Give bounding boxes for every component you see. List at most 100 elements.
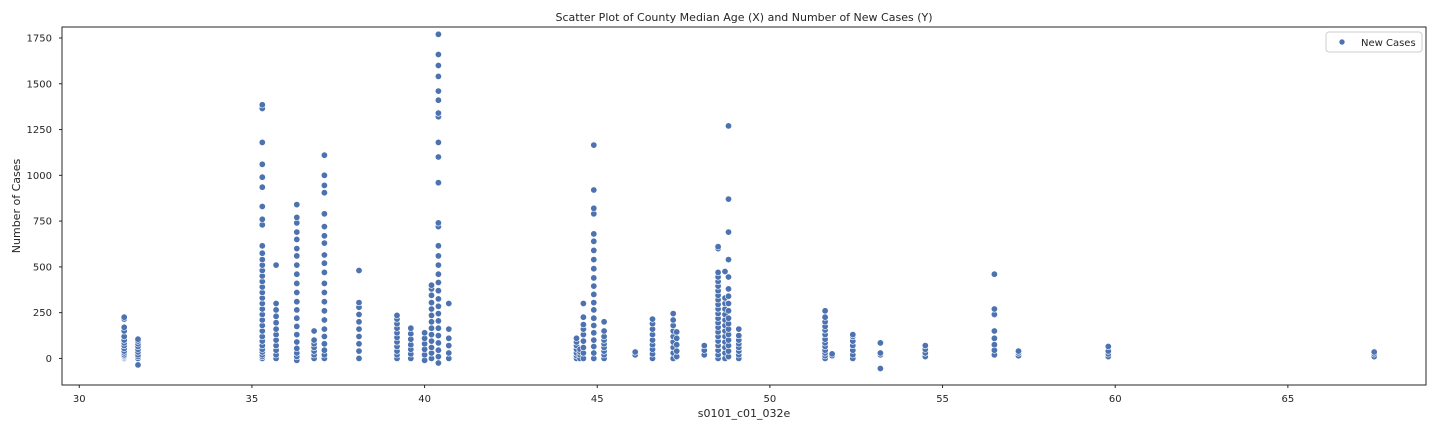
chart-title: Scatter Plot of County Median Age (X) an… <box>556 11 933 24</box>
data-point <box>310 327 318 335</box>
data-point <box>724 256 732 264</box>
legend: New Cases <box>1325 31 1423 53</box>
data-point <box>427 331 435 339</box>
data-point <box>434 317 442 325</box>
data-point <box>258 160 266 168</box>
data-point <box>293 338 301 346</box>
data-point <box>714 243 722 251</box>
data-point <box>120 323 128 331</box>
data-point <box>735 332 743 340</box>
data-point <box>434 30 442 38</box>
data-point <box>434 353 442 361</box>
data-point <box>828 350 836 358</box>
data-point <box>590 349 598 357</box>
data-point <box>434 179 442 187</box>
y-tick-label: 1000 <box>27 171 52 182</box>
data-point <box>434 96 442 104</box>
data-point <box>821 313 829 321</box>
data-point <box>724 228 732 236</box>
data-point <box>320 223 328 231</box>
data-point <box>355 299 363 307</box>
data-point <box>434 219 442 227</box>
data-point <box>590 256 598 264</box>
data-point <box>1104 342 1112 350</box>
data-point <box>272 312 280 320</box>
data-point <box>320 251 328 259</box>
data-point <box>434 295 442 303</box>
data-point <box>258 215 266 223</box>
data-point <box>355 310 363 318</box>
data-point <box>990 334 998 342</box>
data-point <box>590 230 598 238</box>
data-point <box>434 278 442 286</box>
x-tick-label: 40 <box>418 394 431 405</box>
data-point <box>293 228 301 236</box>
data-point <box>724 285 732 293</box>
data-point <box>445 299 453 307</box>
y-axis-ticks: 0 250 500 750 1000 1250 1500 1750 <box>27 33 62 365</box>
data-point <box>821 307 829 315</box>
data-point <box>320 210 328 218</box>
data-point <box>120 313 128 321</box>
data-point <box>427 299 435 307</box>
data-point <box>579 313 587 321</box>
data-point <box>293 331 301 339</box>
data-point <box>673 341 681 349</box>
data-point <box>293 314 301 322</box>
data-point <box>590 299 598 307</box>
data-point <box>590 314 598 322</box>
data-point <box>434 50 442 58</box>
data-point <box>735 325 743 333</box>
y-tick-label: 1250 <box>27 125 52 136</box>
data-point <box>590 342 598 350</box>
data-point <box>669 310 677 318</box>
data-point <box>293 322 301 330</box>
data-point <box>724 292 732 300</box>
data-point <box>355 325 363 333</box>
x-tick-label: 45 <box>591 394 604 405</box>
x-tick-label: 55 <box>936 394 949 405</box>
y-tick-label: 1750 <box>27 33 52 44</box>
data-point <box>579 343 587 351</box>
data-point <box>293 245 301 253</box>
data-point <box>320 288 328 296</box>
data-point <box>990 327 998 335</box>
data-point <box>876 349 884 357</box>
data-point <box>427 291 435 299</box>
data-point <box>724 273 732 281</box>
data-point <box>590 141 598 149</box>
data-point <box>272 261 280 269</box>
data-point <box>272 306 280 314</box>
data-point <box>320 181 328 189</box>
data-point <box>258 256 266 264</box>
data-point <box>445 334 453 342</box>
data-point <box>590 204 598 212</box>
data-point <box>434 346 442 354</box>
data-point <box>590 282 598 290</box>
data-point <box>590 274 598 282</box>
data-point <box>990 305 998 313</box>
x-tick-label: 35 <box>246 394 259 405</box>
data-point <box>355 266 363 274</box>
data-point <box>434 61 442 69</box>
data-point <box>445 349 453 357</box>
data-point <box>724 195 732 203</box>
data-point <box>407 324 415 332</box>
data-point <box>434 287 442 295</box>
data-point <box>724 307 732 315</box>
data-point <box>590 290 598 298</box>
data-point <box>355 347 363 355</box>
data-point <box>355 354 363 362</box>
y-tick-label: 0 <box>46 354 52 365</box>
x-axis-ticks: 30 35 40 45 50 55 60 65 <box>73 385 1294 405</box>
data-point <box>272 299 280 307</box>
data-point <box>434 261 442 269</box>
data-point <box>320 340 328 348</box>
legend-label: New Cases <box>1361 38 1416 49</box>
data-point <box>427 318 435 326</box>
data-point <box>876 339 884 347</box>
data-point <box>1014 347 1022 355</box>
data-point <box>258 173 266 181</box>
x-tick-label: 60 <box>1109 394 1122 405</box>
data-point <box>258 183 266 191</box>
